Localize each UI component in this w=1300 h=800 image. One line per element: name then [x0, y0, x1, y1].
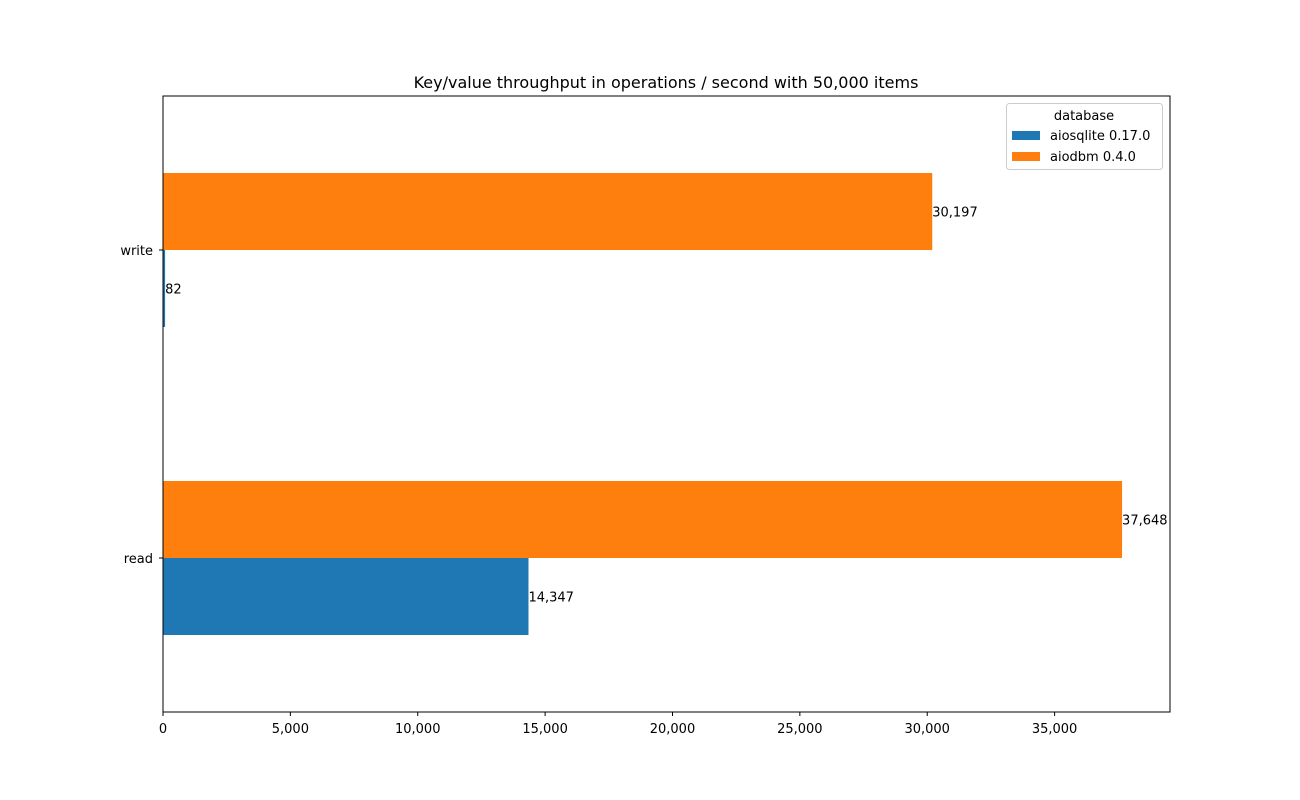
x-tick-label: 20,000	[650, 722, 696, 737]
x-tick-label: 5,000	[272, 722, 309, 737]
data-label: 14,347	[528, 591, 574, 606]
x-tick-label: 15,000	[522, 722, 568, 737]
bar-read-1	[163, 481, 1123, 558]
x-tick-label: 25,000	[777, 722, 823, 737]
y-tick-label: write	[120, 244, 153, 259]
data-label: 82	[165, 283, 182, 298]
legend-title: database	[1054, 109, 1114, 124]
x-tick-label: 30,000	[904, 722, 950, 737]
bar-write-0	[163, 250, 166, 327]
plot-frame	[162, 95, 1171, 713]
chart-title: Key/value throughput in operations / sec…	[414, 73, 919, 92]
y-tick-label: read	[124, 552, 153, 567]
legend-label-aiodbm: aiodbm 0.4.0	[1050, 150, 1136, 165]
x-tick-label: 0	[159, 722, 167, 737]
bar-write-1	[163, 173, 933, 250]
legend-swatch-aiodbm	[1012, 152, 1040, 161]
legend-label-aiosqlite: aiosqlite 0.17.0	[1050, 129, 1150, 144]
legend-swatch-aiosqlite	[1012, 131, 1040, 140]
data-label: 37,648	[1122, 514, 1168, 529]
x-tick-label: 10,000	[395, 722, 441, 737]
legend: database aiosqlite 0.17.0 aiodbm 0.4.0	[1006, 103, 1163, 170]
data-label: 30,197	[932, 206, 978, 221]
bar-read-0	[163, 558, 529, 635]
x-tick-label: 35,000	[1032, 722, 1078, 737]
